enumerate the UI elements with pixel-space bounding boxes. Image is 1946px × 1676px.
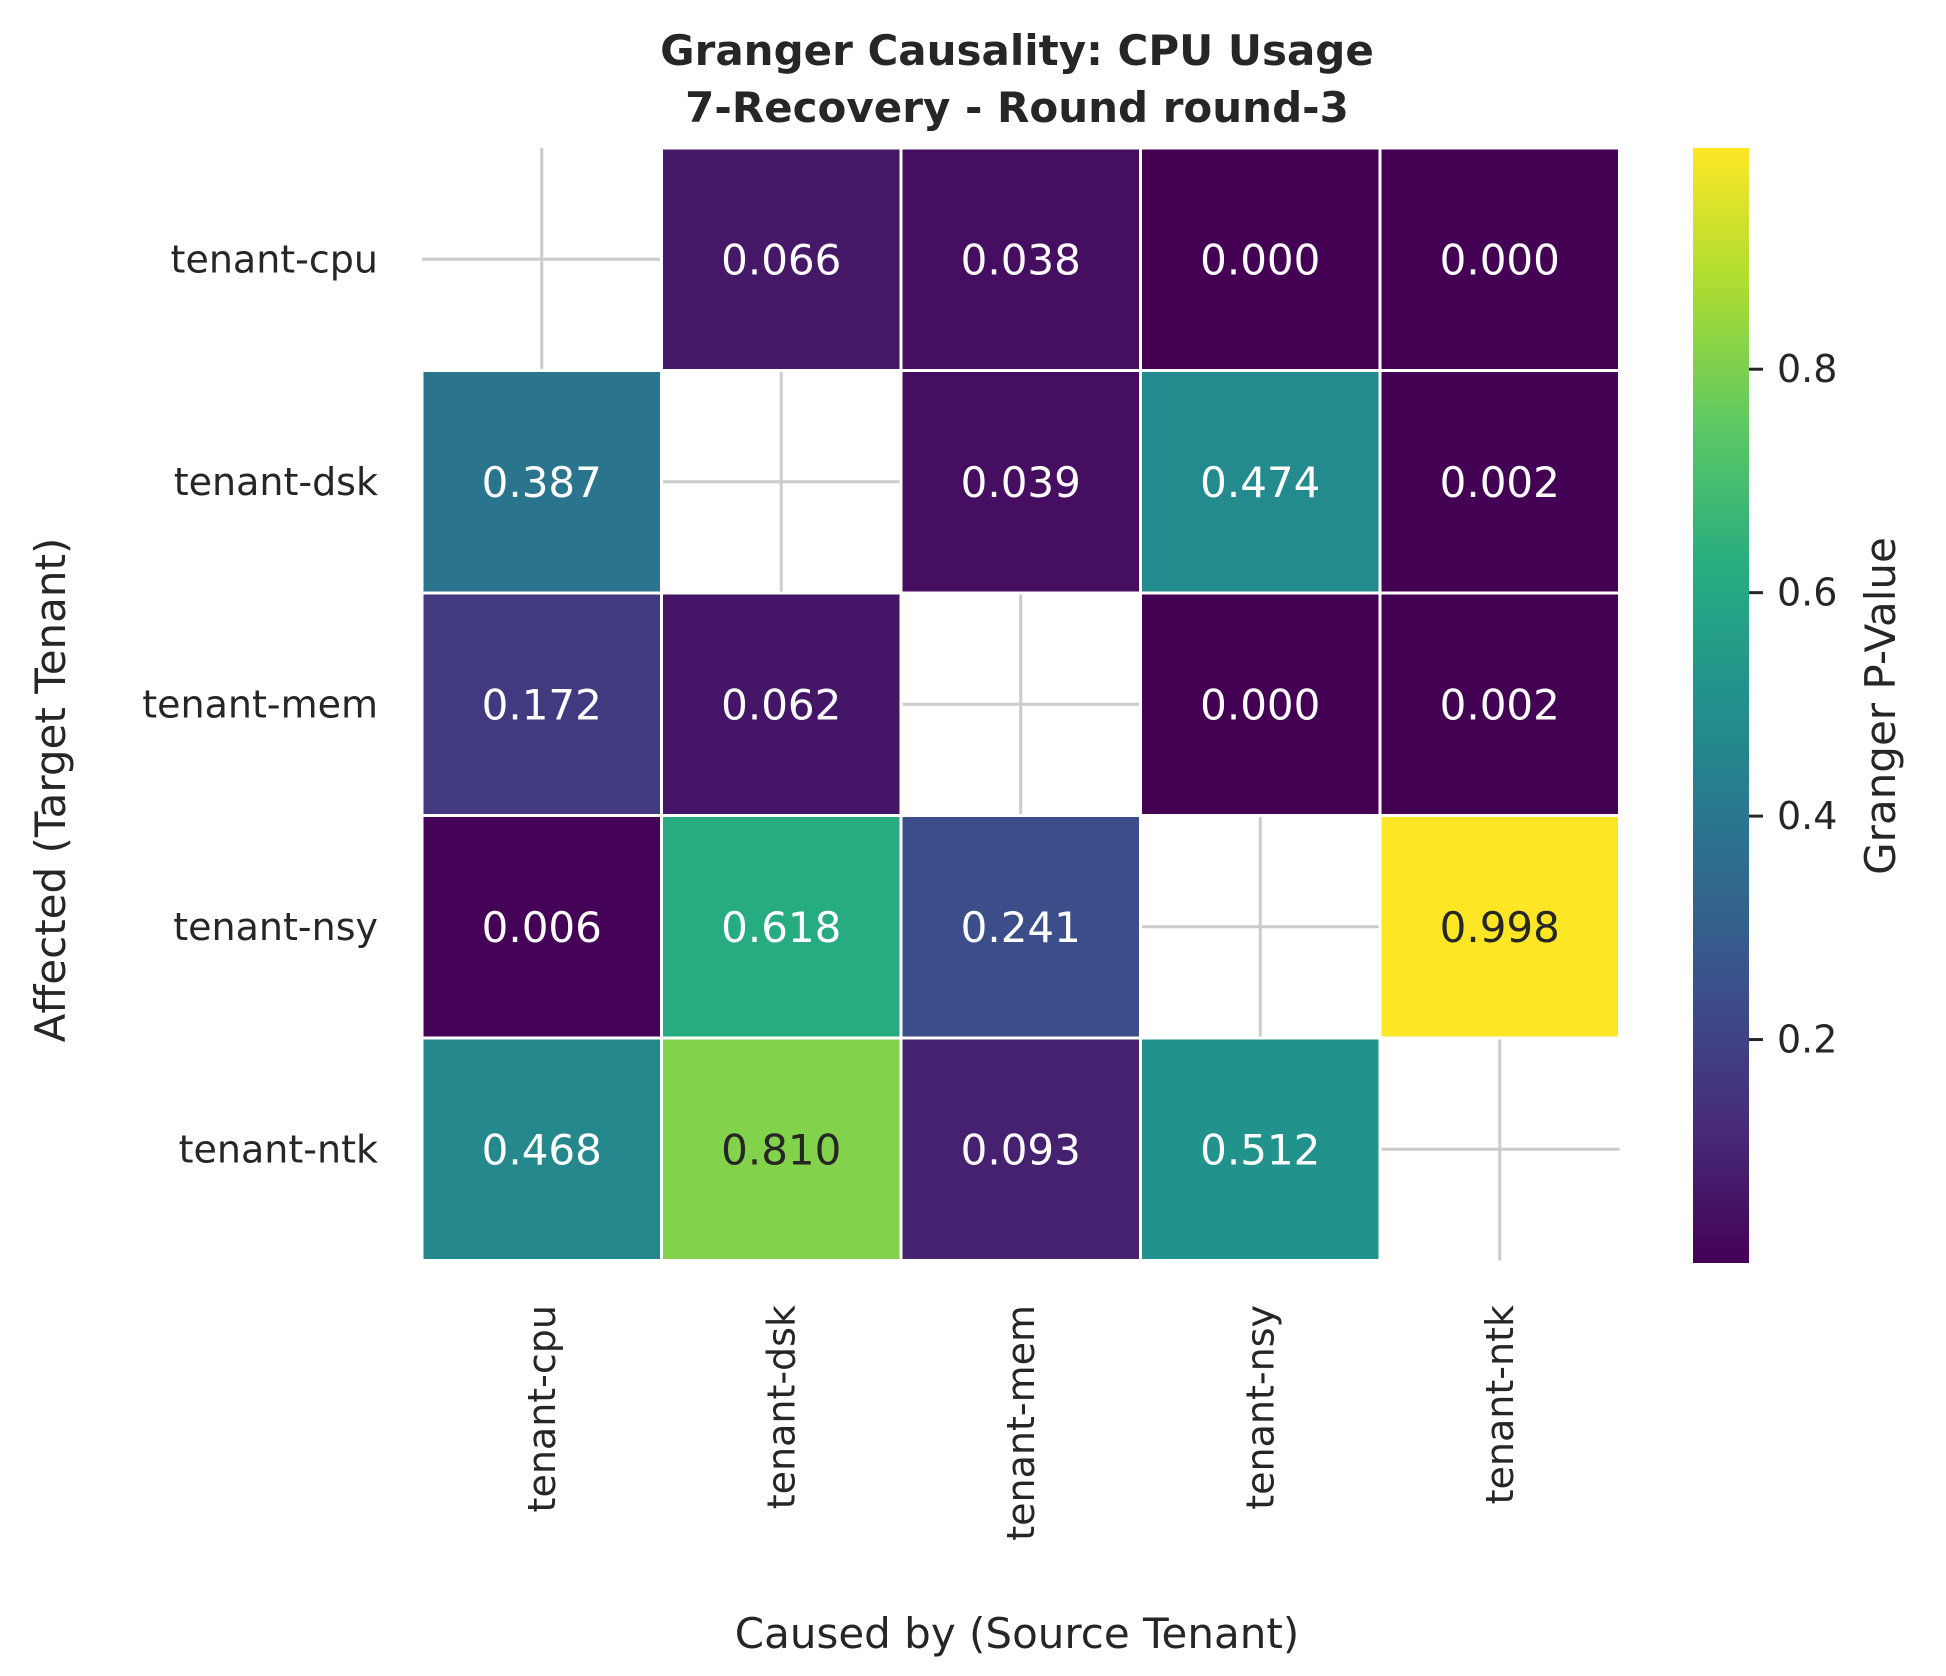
cell-value-label: 0.241 xyxy=(961,903,1081,952)
y-tick-label: tenant-nsy xyxy=(173,905,378,949)
cell-value-label: 0.038 xyxy=(961,235,1081,284)
cell-value-label: 0.810 xyxy=(721,1125,841,1174)
x-tick-labels: tenant-cpu tenant-dsk tenant-mem tenant-nsy… xyxy=(520,1305,1522,1541)
heatmap-cell xyxy=(420,369,663,595)
heatmap-cell xyxy=(1378,146,1621,372)
colorbar-label: Granger P-Value xyxy=(1856,537,1905,875)
colorbar-tick-label: 0.2 xyxy=(1777,1018,1837,1062)
cell-value-label: 0.474 xyxy=(1200,458,1320,507)
colorbar xyxy=(1693,148,1749,1263)
cell-value-label: 0.618 xyxy=(721,903,841,952)
cell-value-label: 0.002 xyxy=(1440,458,1560,507)
chart-title-line-1: Granger Causality: CPU Usage xyxy=(660,26,1374,75)
cell-value-label: 0.006 xyxy=(482,903,602,952)
heatmap-value-labels: 0.066 0.038 0.000 0.000 0.387 0.039 0.474 0.002… xyxy=(482,235,1560,1174)
cell-value-label: 0.066 xyxy=(721,235,841,284)
heatmap-cell xyxy=(899,369,1142,595)
y-tick-label: tenant-ntk xyxy=(179,1127,378,1171)
heatmap-cell xyxy=(420,1036,663,1262)
heatmap-cell xyxy=(1378,369,1621,595)
cell-value-label: 0.000 xyxy=(1440,235,1560,284)
x-axis-label: Caused by (Source Tenant) xyxy=(735,1609,1299,1658)
cell-value-label: 0.062 xyxy=(721,680,841,729)
cell-value-label: 0.039 xyxy=(961,458,1081,507)
colorbar-ticks: 0.2 0.4 0.6 0.8 xyxy=(1749,347,1837,1062)
heatmap-cell xyxy=(899,146,1142,372)
y-tick-label: tenant-dsk xyxy=(174,460,378,504)
heatmap-cell xyxy=(660,1036,903,1262)
heatmap-cell xyxy=(1139,1036,1382,1262)
heatmap-cell xyxy=(899,1036,1142,1262)
heatmap-cell xyxy=(1378,814,1621,1040)
cell-value-label: 0.387 xyxy=(482,458,602,507)
heatmap-cell xyxy=(1139,369,1382,595)
heatmap-cell xyxy=(1139,591,1382,817)
x-tick-label: tenant-cpu xyxy=(520,1305,564,1512)
cell-value-label: 0.093 xyxy=(961,1125,1081,1174)
cell-value-label: 0.002 xyxy=(1440,680,1560,729)
y-tick-label: tenant-mem xyxy=(142,682,378,726)
cell-value-label: 0.172 xyxy=(482,680,602,729)
y-tick-label: tenant-cpu xyxy=(171,237,378,281)
x-tick-label: tenant-dsk xyxy=(759,1305,803,1509)
colorbar-tick-label: 0.4 xyxy=(1777,794,1837,838)
heatmap-cell xyxy=(420,814,663,1040)
heatmap-cell xyxy=(899,814,1142,1040)
y-axis-label: Affected (Target Tenant) xyxy=(26,538,75,1043)
y-tick-labels: tenant-cpu tenant-dsk tenant-mem tenant-nsy… xyxy=(142,237,378,1171)
cell-value-label: 0.998 xyxy=(1440,903,1560,952)
cell-value-label: 0.000 xyxy=(1200,235,1320,284)
colorbar-tick-label: 0.6 xyxy=(1777,571,1837,615)
heatmap-cells xyxy=(420,146,1621,1262)
x-tick-label: tenant-ntk xyxy=(1478,1305,1522,1504)
heatmap-cell xyxy=(660,591,903,817)
x-tick-label: tenant-mem xyxy=(999,1305,1043,1541)
colorbar-tick-label: 0.8 xyxy=(1777,347,1837,391)
x-tick-label: tenant-nsy xyxy=(1238,1305,1282,1510)
chart-title-line-2: 7-Recovery - Round round-3 xyxy=(685,83,1349,132)
cell-value-label: 0.468 xyxy=(482,1125,602,1174)
heatmap-cell xyxy=(420,591,663,817)
heatmap-cell xyxy=(1378,591,1621,817)
cell-value-label: 0.512 xyxy=(1200,1125,1320,1174)
heatmap-cell xyxy=(660,814,903,1040)
cell-value-label: 0.000 xyxy=(1200,680,1320,729)
